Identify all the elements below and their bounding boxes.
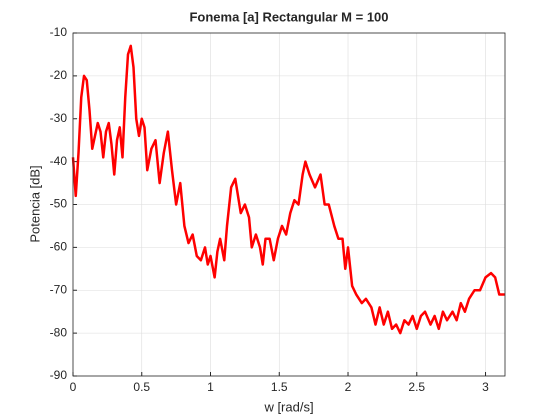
y-tick-label: -70 — [50, 282, 68, 296]
x-tick-label: 0.5 — [133, 380, 150, 394]
x-tick-label: 1.5 — [271, 380, 288, 394]
x-tick-label: 2 — [345, 380, 352, 394]
y-tick-label: -60 — [50, 240, 68, 254]
y-tick-label: -20 — [50, 68, 68, 82]
y-tick-label: -40 — [50, 154, 68, 168]
x-tick-label: 2.5 — [408, 380, 425, 394]
axes-box — [72, 32, 506, 377]
x-tick-label: 1 — [207, 380, 214, 394]
y-axis-label: Potencia [dB] — [27, 165, 42, 242]
y-tick-label: -30 — [50, 111, 68, 125]
y-tick-label: -80 — [50, 325, 68, 339]
x-axis-label: w [rad/s] — [263, 399, 313, 414]
chart-title: Fonema [a] Rectangular M = 100 — [189, 9, 388, 24]
y-tick-label: -50 — [50, 197, 68, 211]
y-tick-label: -90 — [50, 368, 68, 382]
x-tick-label: 0 — [70, 380, 77, 394]
y-tick-label: -10 — [50, 25, 68, 39]
x-tick-label: 3 — [482, 380, 489, 394]
data-line — [71, 44, 505, 335]
